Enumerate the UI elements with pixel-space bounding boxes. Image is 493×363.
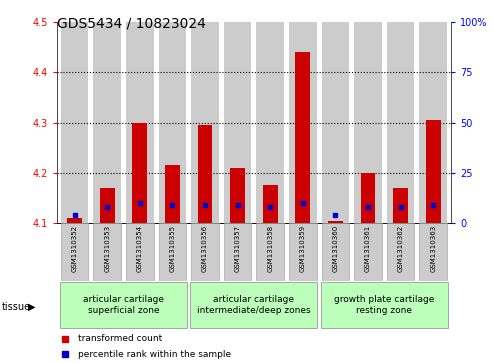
Bar — [190, 282, 317, 327]
Bar — [328, 221, 343, 223]
Bar — [263, 185, 278, 223]
Bar — [224, 22, 251, 223]
Bar — [100, 188, 114, 223]
Text: GSM1310359: GSM1310359 — [300, 225, 306, 272]
Text: tissue: tissue — [1, 302, 31, 312]
Text: GSM1310352: GSM1310352 — [71, 225, 77, 272]
Bar — [289, 223, 317, 281]
Bar — [361, 173, 375, 223]
Bar — [159, 22, 186, 223]
Text: GSM1310363: GSM1310363 — [430, 225, 436, 272]
Text: GDS5434 / 10823024: GDS5434 / 10823024 — [57, 16, 206, 30]
Bar — [133, 122, 147, 223]
Bar — [354, 223, 382, 281]
Bar — [224, 223, 251, 281]
Bar — [61, 22, 88, 223]
Bar — [126, 22, 154, 223]
Bar — [126, 223, 154, 281]
Text: GSM1310357: GSM1310357 — [235, 225, 241, 272]
Text: GSM1310356: GSM1310356 — [202, 225, 208, 272]
Bar — [93, 223, 121, 281]
Bar — [420, 22, 447, 223]
Text: GSM1310353: GSM1310353 — [104, 225, 110, 272]
Bar — [295, 52, 310, 223]
Text: GSM1310355: GSM1310355 — [170, 225, 176, 272]
Text: GSM1310358: GSM1310358 — [267, 225, 273, 272]
Bar — [426, 120, 441, 223]
Bar — [256, 22, 284, 223]
Text: GSM1310362: GSM1310362 — [397, 225, 404, 272]
Bar — [289, 22, 317, 223]
Bar — [321, 223, 349, 281]
Bar — [321, 22, 349, 223]
Bar — [165, 165, 180, 223]
Bar — [354, 22, 382, 223]
Text: transformed count: transformed count — [78, 334, 163, 343]
Text: GSM1310361: GSM1310361 — [365, 225, 371, 272]
Bar — [321, 282, 448, 327]
Bar — [393, 188, 408, 223]
Text: ▶: ▶ — [28, 302, 35, 312]
Bar — [67, 218, 82, 223]
Bar — [198, 125, 212, 223]
Bar — [60, 282, 187, 327]
Text: articular cartilage
superficial zone: articular cartilage superficial zone — [83, 295, 164, 315]
Bar — [191, 22, 219, 223]
Bar — [191, 223, 219, 281]
Text: growth plate cartilage
resting zone: growth plate cartilage resting zone — [334, 295, 434, 315]
Text: GSM1310354: GSM1310354 — [137, 225, 143, 272]
Bar — [387, 22, 415, 223]
Bar — [387, 223, 415, 281]
Text: articular cartilage
intermediate/deep zones: articular cartilage intermediate/deep zo… — [197, 295, 311, 315]
Bar — [159, 223, 186, 281]
Text: percentile rank within the sample: percentile rank within the sample — [78, 350, 232, 359]
Bar — [61, 223, 88, 281]
Text: GSM1310360: GSM1310360 — [332, 225, 338, 272]
Bar — [256, 223, 284, 281]
Bar — [93, 22, 121, 223]
Bar — [420, 223, 447, 281]
Bar — [230, 168, 245, 223]
